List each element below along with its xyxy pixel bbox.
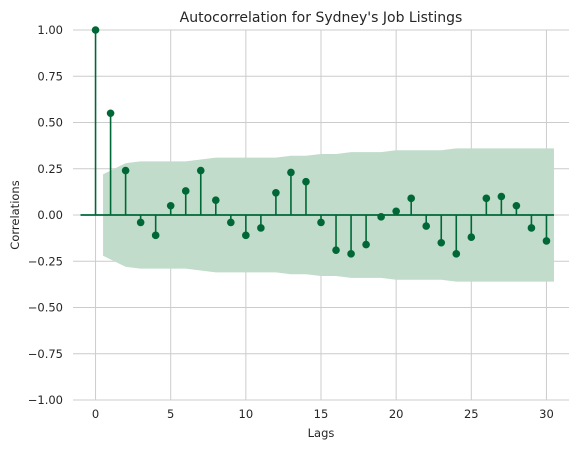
stem-marker-lag-25 bbox=[467, 233, 476, 241]
y-tick-label-3: −0.25 bbox=[28, 254, 63, 268]
y-tick-label-6: 0.50 bbox=[37, 116, 63, 130]
stem-marker-lag-7 bbox=[196, 166, 205, 175]
stem-marker-lag-12 bbox=[272, 189, 280, 197]
stem-marker-lag-4 bbox=[151, 231, 160, 240]
y-tick-label-0: −1.00 bbox=[28, 393, 63, 407]
chart-title: Autocorrelation for Sydney's Job Listing… bbox=[180, 10, 463, 26]
x-tick-label-3: 15 bbox=[314, 407, 329, 421]
stem-marker-lag-18 bbox=[362, 240, 370, 249]
stem-marker-lag-9 bbox=[227, 218, 235, 227]
stem-marker-lag-14 bbox=[302, 177, 310, 186]
stem-marker-lag-21 bbox=[407, 194, 415, 203]
stem-marker-lag-1 bbox=[106, 109, 115, 118]
y-tick-label-7: 0.75 bbox=[37, 69, 63, 83]
stem-marker-lag-2 bbox=[121, 166, 130, 175]
stem-marker-lag-30 bbox=[542, 237, 551, 245]
stem-marker-lag-3 bbox=[136, 218, 145, 227]
stem-marker-lag-29 bbox=[527, 224, 536, 232]
stem-marker-lag-28 bbox=[512, 201, 521, 210]
x-tick-label-6: 30 bbox=[539, 407, 554, 421]
stem-marker-lag-11 bbox=[257, 224, 265, 232]
stem-marker-lag-10 bbox=[242, 231, 250, 240]
x-tick-label-4: 20 bbox=[389, 407, 404, 421]
stem-marker-lag-27 bbox=[497, 192, 506, 201]
stem-marker-lag-6 bbox=[181, 187, 190, 195]
x-tick-labels: 0 5 10 15 20 25 30 bbox=[92, 407, 554, 421]
stem-marker-lag-24 bbox=[452, 250, 461, 258]
x-tick-label-2: 10 bbox=[239, 407, 254, 421]
x-tick-label-5: 25 bbox=[464, 407, 479, 421]
stem-marker-lag-16 bbox=[332, 246, 340, 254]
stem-marker-lag-8 bbox=[211, 196, 220, 204]
y-tick-label-1: −0.75 bbox=[28, 347, 63, 361]
x-tick-label-1: 5 bbox=[167, 407, 174, 421]
stem-marker-lag-20 bbox=[392, 207, 400, 216]
stem-marker-lag-15 bbox=[317, 218, 325, 227]
stem-marker-lag-17 bbox=[347, 250, 355, 258]
y-tick-label-4: 0.00 bbox=[37, 208, 63, 222]
x-axis-label: Lags bbox=[308, 426, 335, 440]
y-tick-label-2: −0.50 bbox=[28, 301, 63, 315]
stem-marker-lag-19 bbox=[377, 213, 385, 221]
stem-marker-lag-0 bbox=[91, 26, 100, 34]
stem-marker-lag-22 bbox=[422, 222, 431, 230]
stem-marker-lag-23 bbox=[437, 238, 446, 247]
y-tick-labels: −1.00 −0.75 −0.50 −0.25 0.00 0.25 0.50 0.75 1.00 bbox=[28, 23, 63, 407]
stem-marker-lag-26 bbox=[482, 194, 491, 203]
y-axis-label: Correlations bbox=[8, 180, 22, 249]
stem-marker-lag-5 bbox=[166, 201, 175, 210]
stem-marker-lag-13 bbox=[287, 168, 295, 177]
y-tick-label-8: 1.00 bbox=[37, 23, 63, 37]
x-tick-label-0: 0 bbox=[92, 407, 99, 421]
y-tick-label-5: 0.25 bbox=[37, 162, 63, 176]
stems bbox=[80, 26, 554, 258]
